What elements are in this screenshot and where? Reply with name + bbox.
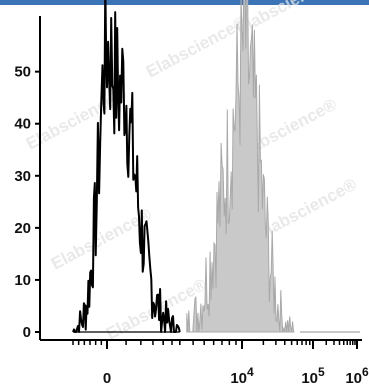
x-tick-label: 105: [301, 365, 325, 385]
x-tick-label: 0: [103, 370, 111, 385]
y-tick-label: 30: [14, 168, 31, 185]
y-tick-label: 10: [14, 272, 31, 289]
y-tick-label: 50: [14, 64, 31, 81]
top-accent-bar: [0, 0, 369, 5]
series-layer: [72, 0, 360, 333]
watermark-layer: Elabscience®Elabscience® Elabscience®Elab…: [23, 0, 360, 344]
stained-histogram: [186, 0, 295, 333]
unstained-histogram: [72, 0, 181, 333]
y-tick-label: 40: [14, 116, 31, 133]
x-tick-label: 104: [230, 365, 254, 385]
axes-layer: 0 10 20 30 40 50 0 104 105 106: [14, 16, 369, 385]
y-tick-label: 0: [23, 324, 31, 341]
y-tick-label: 20: [14, 220, 31, 237]
watermark-text: Elabscience®: [233, 0, 340, 39]
x-tick-label: 106: [345, 365, 369, 385]
watermark-text: Elabscience®: [253, 175, 360, 244]
